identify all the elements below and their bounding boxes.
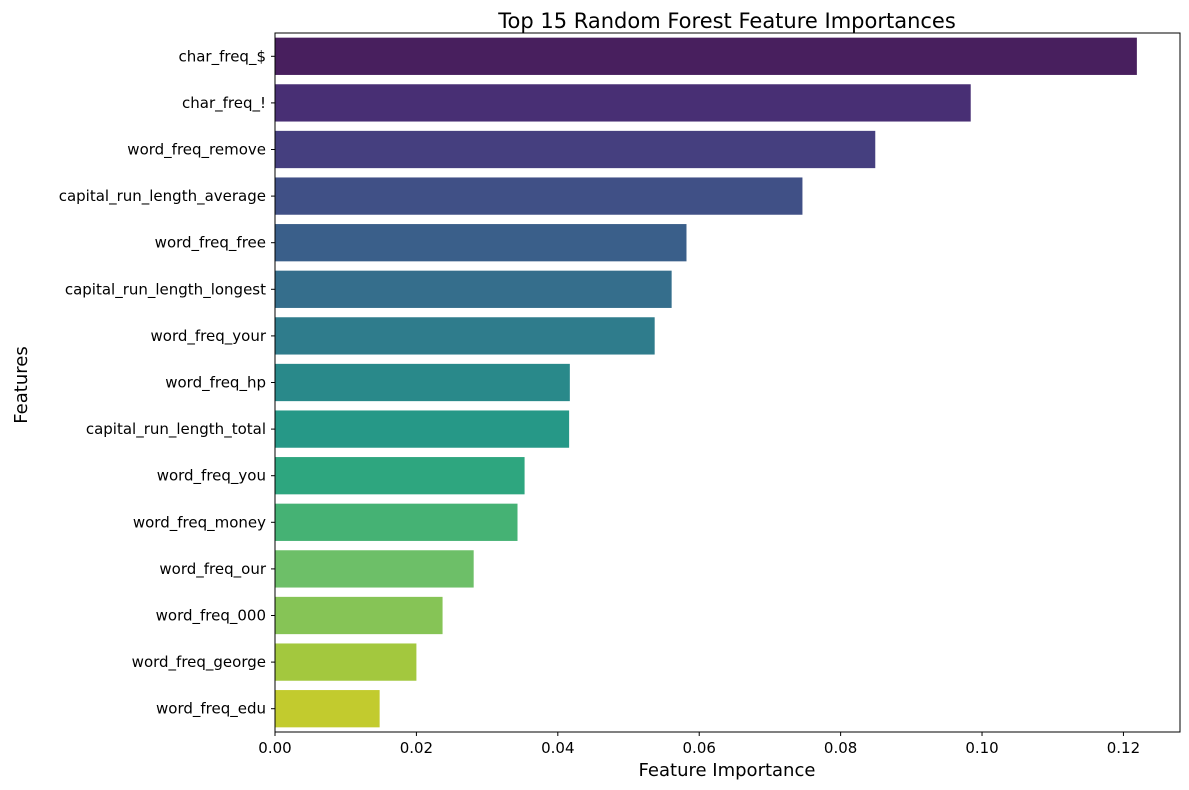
y-tick-label: word_freq_000: [156, 607, 266, 626]
y-tick-label: word_freq_you: [157, 467, 266, 486]
bar-word_freq_money: [275, 503, 518, 541]
x-tick-label: 0.10: [965, 739, 998, 757]
x-ticks: 0.00 0.02 0.04 0.06 0.08 0.10 0.12: [258, 732, 1140, 757]
y-tick-label: word_freq_remove: [127, 141, 266, 160]
bar-word_freq_remove: [275, 130, 876, 169]
x-tick-label: 0.06: [683, 739, 716, 757]
x-tick-label: 0.02: [400, 739, 433, 757]
bar-capital_run_length_average: [275, 177, 803, 215]
y-tick-label: capital_run_length_total: [86, 420, 266, 439]
x-axis-title: Feature Importance: [639, 760, 816, 781]
bar-word_freq_hp: [275, 363, 570, 402]
bar-word_freq_our: [275, 550, 474, 588]
y-axis-title: Features: [11, 346, 32, 423]
x-tick-label: 0.04: [541, 739, 574, 757]
x-tick-label: 0.00: [258, 739, 291, 757]
bar-capital_run_length_total: [275, 410, 570, 448]
y-tick-label: word_freq_free: [155, 234, 266, 253]
chart-title: Top 15 Random Forest Feature Importances: [497, 9, 956, 33]
bars-group: [275, 37, 1137, 728]
y-tick-label: word_freq_our: [159, 560, 266, 579]
bar-capital_run_length_longest: [275, 270, 672, 308]
y-tick-label: char_freq_!: [182, 94, 266, 113]
bar-char_freq_!: [275, 84, 971, 122]
x-tick-label: 0.12: [1107, 739, 1140, 757]
bar-word_freq_000: [275, 596, 443, 635]
y-tick-label: word_freq_money: [133, 513, 266, 532]
bar-char_freq_$: [275, 37, 1137, 75]
bar-word_freq_you: [275, 457, 525, 495]
y-tick-label: word_freq_hp: [165, 374, 266, 393]
x-tick-label: 0.08: [824, 739, 857, 757]
bar-word_freq_edu: [275, 690, 380, 728]
bar-word_freq_george: [275, 643, 417, 681]
y-tick-labels: char_freq_$ char_freq_! word_freq_removeca…: [59, 47, 275, 719]
bar-word_freq_your: [275, 317, 655, 355]
y-tick-label: capital_run_length_longest: [65, 280, 266, 299]
y-tick-label: word_freq_edu: [156, 700, 266, 719]
y-tick-label: char_freq_$: [178, 47, 266, 66]
plot-frame: [274, 32, 1181, 733]
y-tick-label: word_freq_george: [132, 653, 266, 672]
y-tick-label: word_freq_your: [151, 327, 267, 346]
bar-word_freq_free: [275, 224, 687, 262]
y-tick-label: capital_run_length_average: [59, 187, 266, 206]
